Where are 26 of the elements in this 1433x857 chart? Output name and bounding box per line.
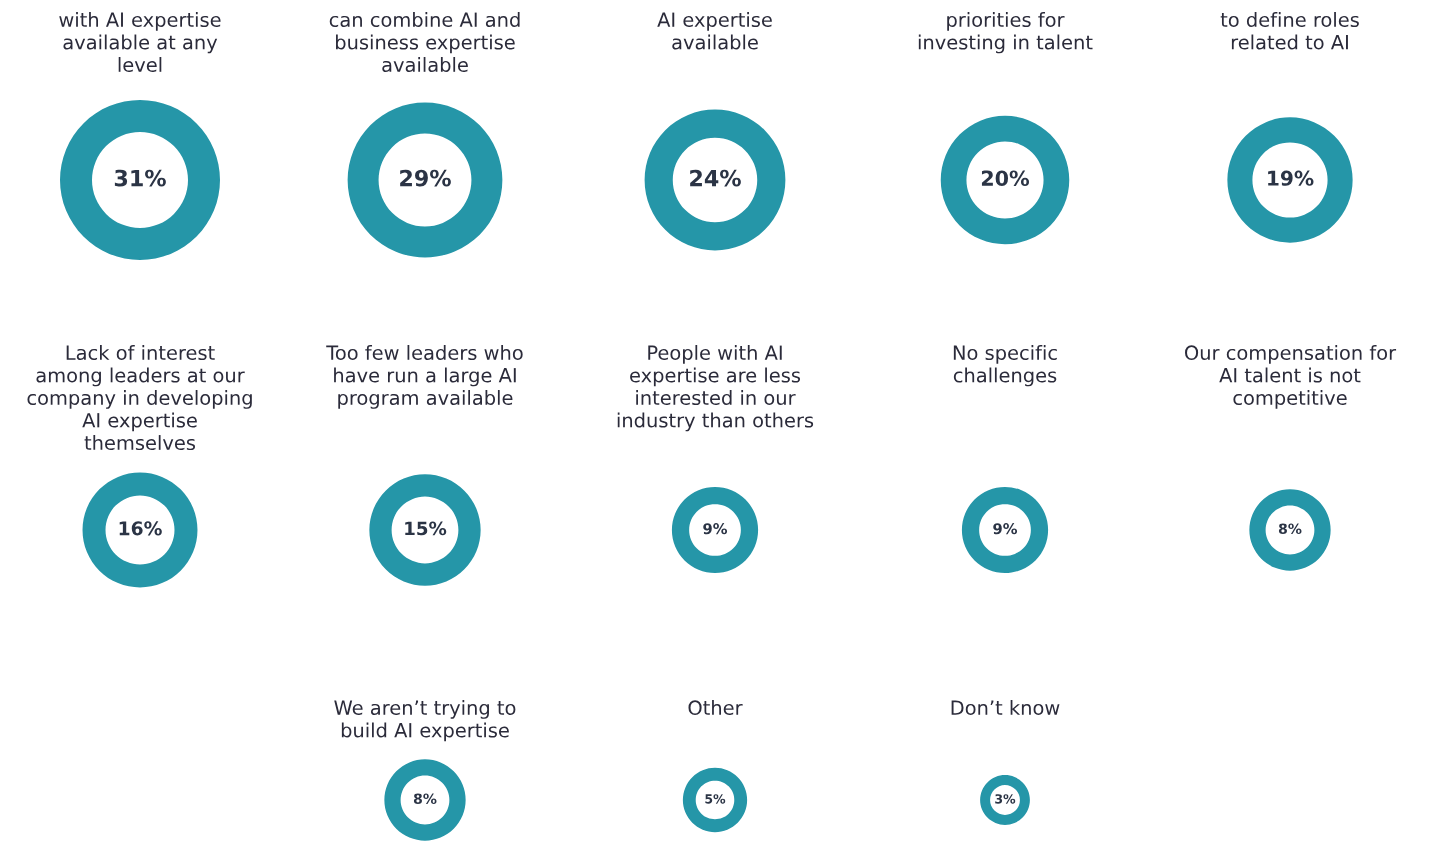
data-label: 20% — [981, 170, 1030, 186]
category-label: can combine AI and business expertise available — [329, 12, 520, 73]
data-label: 15% — [405, 521, 447, 536]
data-label: 3% — [995, 794, 1016, 804]
category-label: People with AI expertise are less interested in our industry than others — [617, 345, 814, 432]
data-label: 5% — [705, 794, 726, 804]
category-label: to define roles related to AI — [1220, 12, 1359, 50]
category-label: with AI expertise available at any level — [59, 12, 221, 73]
data-label: 8% — [413, 793, 437, 805]
data-label: 19% — [1268, 170, 1314, 186]
category-label: Our compensation for AI talent is not competitive — [1185, 345, 1397, 409]
data-label: 9% — [993, 523, 1018, 535]
category-label: We aren’t trying to build AI expertise — [334, 700, 516, 742]
data-label: 8% — [1278, 523, 1302, 535]
category-label: priorities for investing in talent — [918, 12, 1093, 54]
data-label: 16% — [119, 521, 162, 536]
category-label: Other — [688, 700, 743, 716]
category-label: AI expertise available — [657, 12, 772, 50]
data-label: 24% — [690, 169, 741, 187]
category-label: Lack of interest among leaders at our company in developing AI expertise themselves — [27, 345, 252, 451]
data-label: 29% — [400, 169, 451, 187]
category-label: No specific challenges — [953, 345, 1057, 387]
category-label: Too few leaders who have run a large AI program available — [326, 345, 523, 409]
data-label: 9% — [703, 523, 728, 535]
category-label: Don’t know — [951, 700, 1060, 716]
data-label: 31% — [114, 169, 166, 187]
